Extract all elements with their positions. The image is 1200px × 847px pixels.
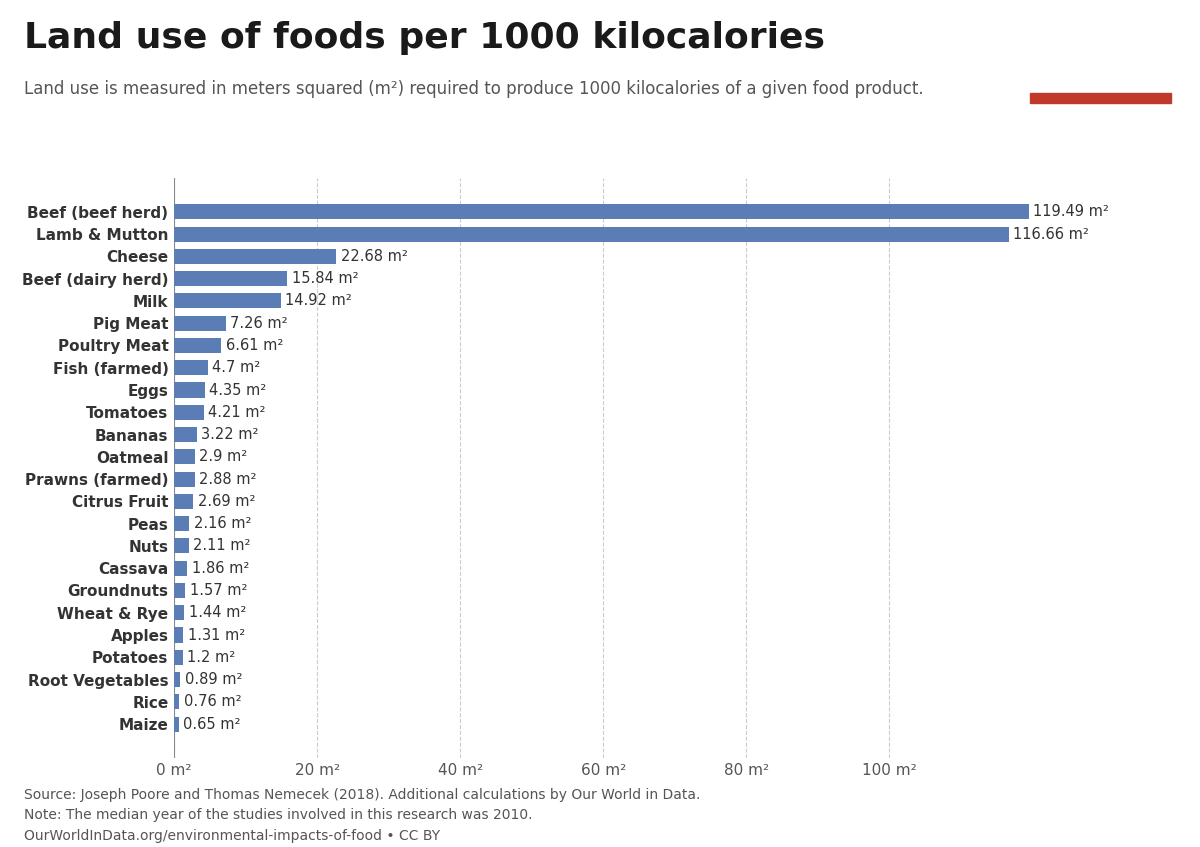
Bar bbox=[174, 695, 180, 710]
Bar bbox=[174, 672, 180, 687]
Bar bbox=[174, 717, 179, 732]
Text: 22.68 m²: 22.68 m² bbox=[341, 249, 408, 264]
Bar bbox=[174, 628, 184, 643]
Bar bbox=[174, 204, 1028, 219]
Text: 0.89 m²: 0.89 m² bbox=[185, 672, 242, 687]
Text: Land use of foods per 1000 kilocalories: Land use of foods per 1000 kilocalories bbox=[24, 21, 826, 55]
Bar bbox=[174, 449, 194, 464]
Text: 0.76 m²: 0.76 m² bbox=[184, 695, 241, 709]
Bar bbox=[174, 427, 197, 442]
Text: 1.86 m²: 1.86 m² bbox=[192, 561, 248, 576]
Bar bbox=[174, 226, 1008, 241]
Text: 4.7 m²: 4.7 m² bbox=[212, 360, 260, 375]
Text: 2.88 m²: 2.88 m² bbox=[199, 472, 257, 487]
Text: 1.2 m²: 1.2 m² bbox=[187, 650, 235, 665]
Bar bbox=[174, 561, 187, 576]
Bar bbox=[174, 494, 193, 509]
Bar bbox=[174, 583, 185, 598]
Text: 2.69 m²: 2.69 m² bbox=[198, 494, 256, 509]
Text: 1.57 m²: 1.57 m² bbox=[190, 583, 247, 598]
Bar bbox=[174, 383, 205, 397]
Text: 7.26 m²: 7.26 m² bbox=[230, 316, 288, 330]
Text: 4.21 m²: 4.21 m² bbox=[209, 405, 266, 420]
Bar bbox=[1030, 92, 1171, 103]
Bar bbox=[174, 338, 221, 353]
Bar bbox=[174, 539, 190, 553]
Text: 6.61 m²: 6.61 m² bbox=[226, 338, 283, 353]
Text: 0.65 m²: 0.65 m² bbox=[182, 717, 240, 732]
Bar bbox=[174, 650, 182, 665]
Text: 3.22 m²: 3.22 m² bbox=[202, 427, 259, 442]
Text: 1.44 m²: 1.44 m² bbox=[188, 606, 246, 620]
Bar bbox=[174, 405, 204, 420]
Text: 2.11 m²: 2.11 m² bbox=[193, 539, 251, 553]
Text: Our World
in Data: Our World in Data bbox=[1055, 36, 1146, 70]
Text: 116.66 m²: 116.66 m² bbox=[1013, 227, 1088, 241]
Text: 4.35 m²: 4.35 m² bbox=[210, 383, 266, 397]
Bar bbox=[174, 605, 185, 620]
Bar bbox=[174, 516, 190, 531]
Bar bbox=[174, 360, 208, 375]
Text: 2.16 m²: 2.16 m² bbox=[193, 516, 251, 531]
Bar bbox=[174, 472, 194, 487]
Text: 119.49 m²: 119.49 m² bbox=[1033, 204, 1109, 219]
Text: 1.31 m²: 1.31 m² bbox=[187, 628, 245, 643]
Text: 15.84 m²: 15.84 m² bbox=[292, 271, 359, 286]
Text: Land use is measured in meters squared (m²) required to produce 1000 kilocalorie: Land use is measured in meters squared (… bbox=[24, 80, 924, 98]
Bar bbox=[174, 249, 336, 264]
Bar bbox=[174, 293, 281, 308]
Text: 14.92 m²: 14.92 m² bbox=[286, 293, 352, 308]
Bar bbox=[174, 271, 287, 286]
Text: Source: Joseph Poore and Thomas Nemecek (2018). Additional calculations by Our W: Source: Joseph Poore and Thomas Nemecek … bbox=[24, 788, 701, 843]
Bar bbox=[174, 316, 226, 331]
Text: 2.9 m²: 2.9 m² bbox=[199, 449, 247, 464]
